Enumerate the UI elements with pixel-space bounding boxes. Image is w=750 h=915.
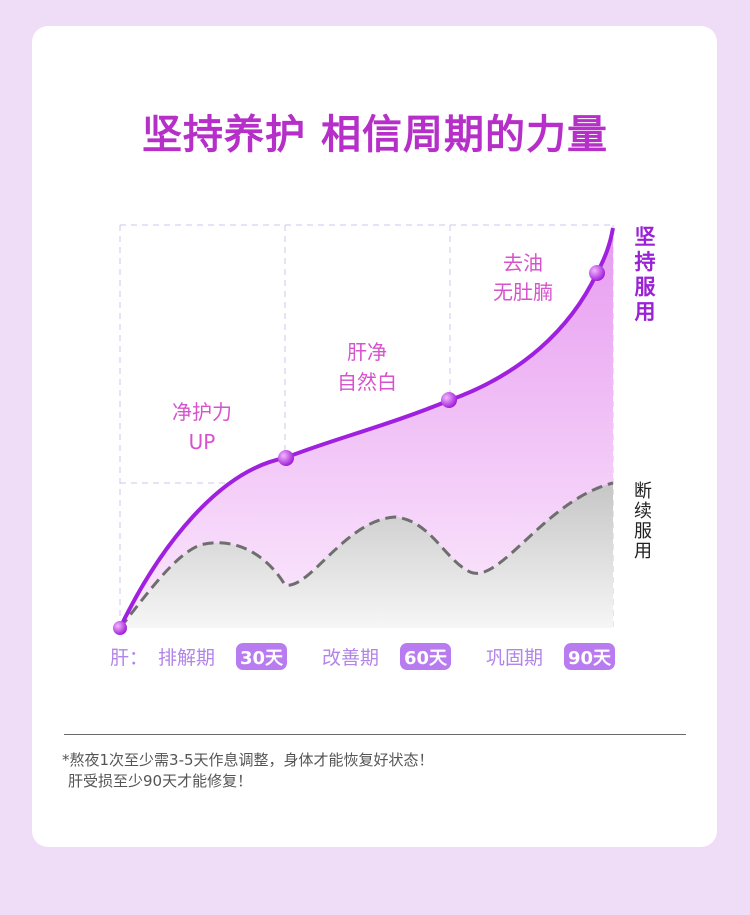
period-badge-2-bg [400, 643, 451, 670]
legend-persist: 坚 持 服 用 [635, 225, 657, 324]
series-line-intermittent [118, 481, 614, 629]
period-badge-1-bg [236, 643, 287, 670]
x-axis-prefix: 肝： [110, 647, 148, 669]
period-label-2: 改善期 [322, 647, 379, 669]
period-badge-3: 90天 [568, 648, 612, 669]
legend-persist-char-2: 持 [635, 250, 656, 274]
legend-persist-char-1: 坚 [635, 225, 656, 249]
data-point-80 [589, 265, 605, 281]
period-badge-1: 30天 [240, 648, 284, 669]
annotation-2-line1: 肝净 [347, 340, 387, 364]
legend-intermittent-char-4: 用 [634, 541, 652, 562]
footnote-1: *熬夜1次至少需3-5天作息调整，身体才能恢复好状态！ [62, 751, 434, 769]
period-badge-3-bg [564, 643, 615, 670]
annotation-3-line2: 无肚腩 [493, 280, 553, 304]
series-area-intermittent [120, 483, 613, 628]
legend-intermittent-char-3: 服 [634, 521, 652, 542]
annotation-2-line2: 自然白 [337, 370, 397, 394]
annotation-3-line1: 去油 [503, 251, 543, 275]
divider [64, 734, 686, 735]
period-label-1: 排解期 [158, 647, 215, 669]
legend-intermittent-char-1: 断 [634, 481, 652, 502]
period-label-3: 巩固期 [486, 647, 543, 669]
period-badge-2: 60天 [404, 648, 448, 669]
annotation-1-line1: 净护力 [172, 400, 232, 424]
data-point-start [113, 621, 127, 635]
series-area-persist [120, 228, 613, 628]
footnote-2: 肝受损至少90天才能修复！ [68, 772, 253, 790]
page-title: 坚持养护 相信周期的力量 [142, 112, 608, 158]
legend-intermittent-char-2: 续 [634, 501, 652, 522]
legend-persist-char-3: 服 [635, 275, 657, 299]
data-point-30 [278, 450, 294, 466]
legend-persist-char-4: 用 [635, 300, 656, 324]
data-point-60 [441, 392, 457, 408]
legend-intermittent: 断 续 服 用 [634, 481, 652, 562]
annotation-1-line2: UP [189, 430, 216, 454]
